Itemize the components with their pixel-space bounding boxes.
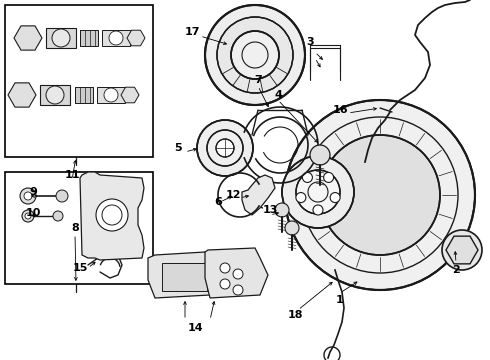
- Circle shape: [109, 31, 123, 45]
- Polygon shape: [446, 236, 478, 264]
- Text: 18: 18: [287, 310, 303, 320]
- Polygon shape: [205, 248, 268, 298]
- Text: 8: 8: [71, 223, 79, 233]
- Circle shape: [302, 172, 313, 183]
- Circle shape: [53, 211, 63, 221]
- Polygon shape: [80, 172, 144, 260]
- Circle shape: [296, 193, 306, 203]
- Circle shape: [207, 130, 243, 166]
- Polygon shape: [148, 252, 215, 298]
- Text: 6: 6: [214, 197, 222, 207]
- Bar: [5, 172, 153, 284]
- Text: 1: 1: [336, 295, 344, 305]
- Circle shape: [46, 86, 64, 104]
- Circle shape: [104, 88, 118, 102]
- Bar: [97, 87, 125, 103]
- Text: 12: 12: [225, 190, 241, 200]
- Text: 5: 5: [174, 143, 182, 153]
- Circle shape: [310, 145, 330, 165]
- Polygon shape: [14, 26, 42, 50]
- Circle shape: [21, 31, 35, 45]
- Circle shape: [275, 203, 289, 217]
- Circle shape: [56, 190, 68, 202]
- Text: 9: 9: [29, 187, 37, 197]
- Text: 14: 14: [187, 323, 203, 333]
- Text: 4: 4: [274, 90, 282, 100]
- Circle shape: [454, 242, 470, 258]
- Text: 13: 13: [262, 205, 278, 215]
- Circle shape: [313, 205, 323, 215]
- Circle shape: [282, 156, 354, 228]
- Circle shape: [320, 135, 440, 255]
- Bar: [102, 30, 130, 46]
- Circle shape: [20, 188, 36, 204]
- Bar: [5, 5, 153, 157]
- Bar: [162, 263, 207, 291]
- Circle shape: [22, 210, 34, 222]
- Polygon shape: [127, 30, 145, 46]
- Circle shape: [197, 120, 253, 176]
- Circle shape: [24, 192, 32, 200]
- Text: 15: 15: [73, 263, 88, 273]
- Circle shape: [96, 199, 128, 231]
- Text: 10: 10: [25, 208, 41, 218]
- Text: 7: 7: [254, 75, 262, 85]
- Bar: [40, 85, 70, 105]
- Circle shape: [442, 230, 482, 270]
- Bar: [80, 30, 98, 46]
- Polygon shape: [121, 87, 139, 103]
- Circle shape: [205, 5, 305, 105]
- Text: 17: 17: [184, 27, 200, 37]
- Circle shape: [233, 269, 243, 279]
- Text: 2: 2: [452, 265, 460, 275]
- Circle shape: [323, 172, 334, 183]
- Circle shape: [217, 17, 293, 93]
- Circle shape: [233, 285, 243, 295]
- Text: 16: 16: [332, 105, 348, 115]
- Circle shape: [216, 139, 234, 157]
- Circle shape: [330, 193, 340, 203]
- Circle shape: [285, 100, 475, 290]
- Circle shape: [25, 213, 31, 219]
- Polygon shape: [242, 175, 275, 215]
- Circle shape: [15, 88, 29, 102]
- Text: 3: 3: [306, 37, 314, 47]
- Circle shape: [220, 279, 230, 289]
- Circle shape: [285, 221, 299, 235]
- Circle shape: [52, 29, 70, 47]
- Circle shape: [220, 263, 230, 273]
- Circle shape: [231, 31, 279, 79]
- Text: 11: 11: [64, 170, 80, 180]
- Bar: [46, 28, 76, 48]
- Bar: [75, 87, 93, 103]
- Circle shape: [296, 170, 340, 214]
- Polygon shape: [8, 83, 36, 107]
